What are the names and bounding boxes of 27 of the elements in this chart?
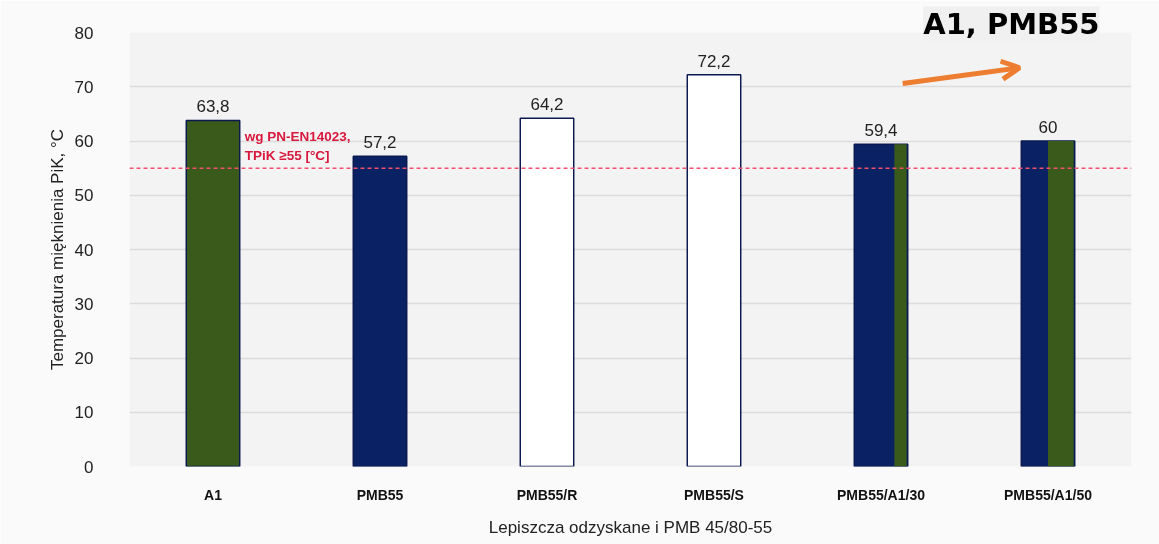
- y-tick-label: 0: [84, 457, 94, 477]
- data-label: 60: [1038, 118, 1058, 137]
- x-tick-label: PMB55/S: [684, 486, 744, 503]
- y-tick-label: 80: [74, 23, 94, 43]
- y-tick-label: 30: [74, 294, 94, 314]
- y-tick-label: 70: [74, 77, 94, 97]
- x-tick-label: PMB55/R: [516, 486, 578, 503]
- x-tick-label: PMB55/A1/50: [1004, 486, 1093, 503]
- data-label: 72,2: [697, 51, 731, 71]
- y-tick-label: 40: [74, 240, 94, 260]
- x-tick-label: A1: [204, 486, 223, 503]
- y-tick-label: 10: [74, 403, 94, 423]
- annotation: A1, PMB55: [923, 6, 1100, 41]
- y-tick-label: 50: [74, 186, 94, 206]
- y-tick-label: 20: [74, 349, 94, 368]
- data-label: 64,2: [530, 95, 564, 115]
- data-label: 63,8: [196, 97, 230, 117]
- data-label: 57,2: [363, 133, 397, 153]
- ref-line-label: wg PN-EN14023, TPiK ≥55 [°C]: [243, 129, 351, 164]
- x-tick-label: PMB55: [356, 486, 404, 503]
- data-label: 59,4: [864, 121, 898, 141]
- y-tick-label: 60: [74, 132, 94, 151]
- bar: [352, 155, 408, 467]
- x-tick-label: PMB55/A1/30: [837, 486, 926, 503]
- x-axis-title: Lepiszcza odzyskane i PMB 45/80-55: [488, 517, 773, 537]
- bar: [185, 119, 241, 467]
- y-axis-title: Temperatura mięknienia PiK, °C: [47, 128, 67, 371]
